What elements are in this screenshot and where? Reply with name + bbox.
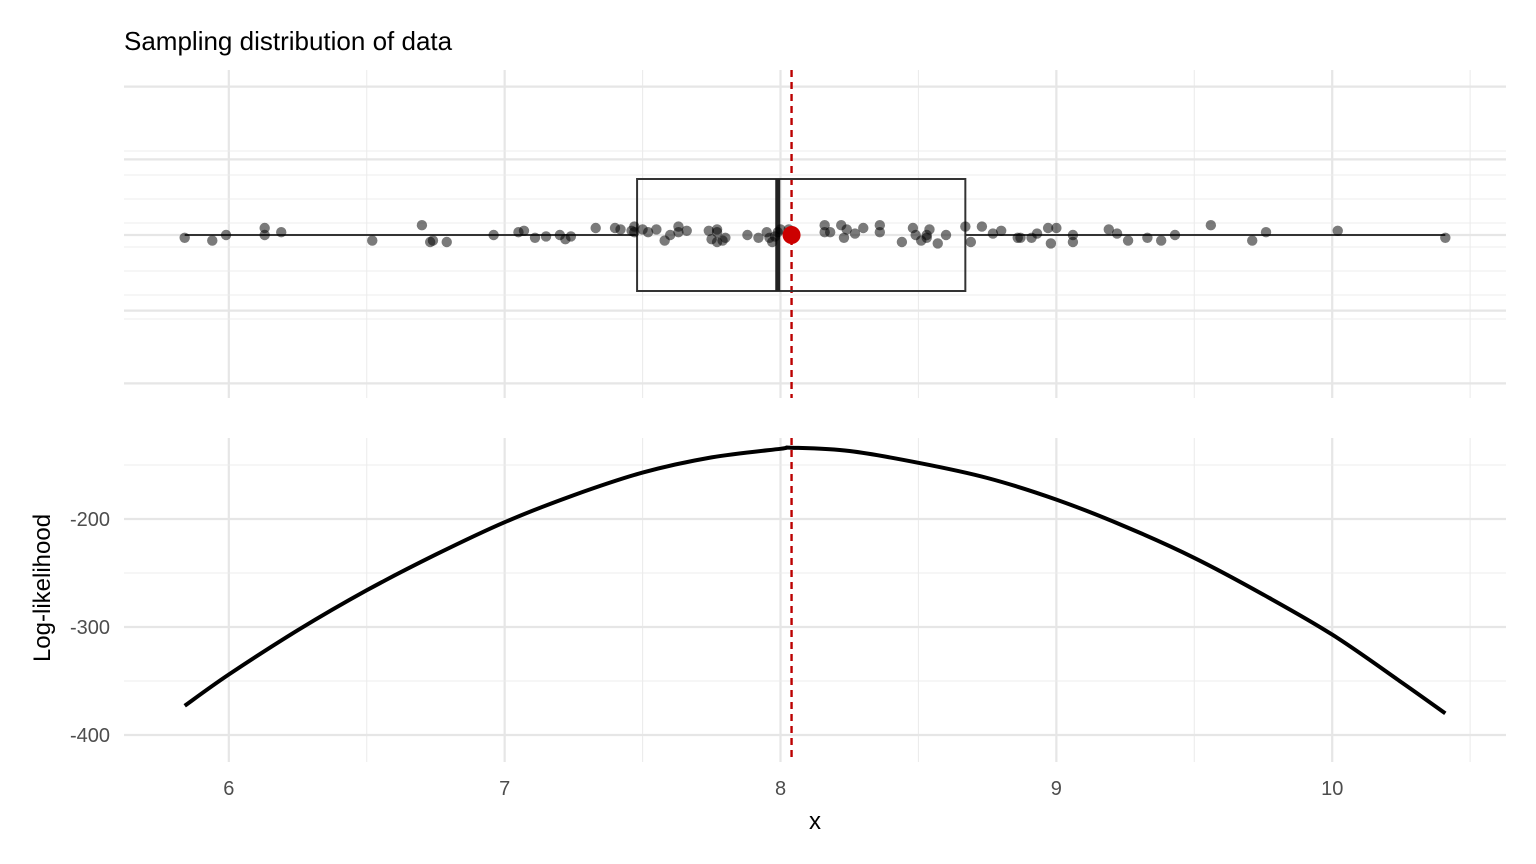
- boxplot-gridlines: [124, 70, 1506, 398]
- data-point: [1111, 228, 1123, 239]
- x-tick-label: 10: [1321, 778, 1343, 800]
- loglik-panel: -200 -300 -400 6 7 8 9 10: [70, 438, 1506, 800]
- data-point: [651, 224, 662, 235]
- y-tick-label: -200: [70, 509, 110, 531]
- x-tick-label: 6: [223, 778, 234, 800]
- data-point: [924, 224, 935, 235]
- data-point: [1169, 229, 1181, 241]
- data-point: [529, 232, 541, 243]
- data-point: [629, 221, 640, 232]
- data-point: [742, 229, 753, 241]
- data-point: [1051, 222, 1062, 234]
- boxplot-panel: [124, 70, 1506, 398]
- data-point: [896, 236, 908, 248]
- data-point: [518, 225, 530, 236]
- x-tick-label: 7: [499, 778, 510, 800]
- data-point: [416, 220, 428, 231]
- data-point: [642, 227, 654, 238]
- data-point: [849, 228, 861, 239]
- data-point: [179, 232, 190, 243]
- data-point: [367, 235, 378, 246]
- y-tick-label: -400: [70, 725, 110, 747]
- x-axis-title: x: [809, 808, 821, 835]
- data-point: [1042, 222, 1054, 234]
- data-point: [673, 227, 684, 238]
- data-point: [488, 229, 499, 241]
- data-point: [1031, 228, 1043, 239]
- data-point: [681, 225, 692, 236]
- data-point: [220, 229, 232, 241]
- data-point: [615, 224, 626, 235]
- data-point: [1067, 236, 1079, 248]
- data-point: [565, 231, 577, 242]
- data-point: [824, 227, 836, 238]
- loglik-line: [183, 445, 1447, 716]
- data-point: [1332, 225, 1343, 236]
- loglik-line-group: [183, 445, 1447, 716]
- data-point: [932, 238, 943, 249]
- x-tick-label: 9: [1051, 778, 1062, 800]
- data-point: [1142, 232, 1153, 243]
- data-point: [995, 225, 1007, 236]
- data-point: [1260, 227, 1272, 238]
- y-axis-title: Log-likelihood: [29, 514, 56, 662]
- data-point: [1247, 235, 1258, 246]
- y-tick-labels: -200 -300 -400: [70, 509, 110, 747]
- data-point: [441, 236, 452, 248]
- data-point: [838, 232, 850, 243]
- data-point: [540, 231, 552, 242]
- data-point: [207, 235, 218, 246]
- data-point: [664, 229, 676, 241]
- data-point: [965, 236, 977, 248]
- data-point: [1045, 238, 1057, 249]
- mean-marker: [782, 226, 801, 244]
- x-tick-label: 8: [775, 778, 786, 800]
- data-point: [259, 229, 270, 241]
- data-point: [960, 221, 971, 232]
- data-point: [987, 228, 999, 239]
- data-point: [874, 220, 886, 231]
- data-point: [841, 224, 852, 235]
- data-point: [1440, 232, 1451, 243]
- data-point: [720, 232, 731, 243]
- data-point: [1155, 235, 1167, 246]
- data-point: [858, 222, 869, 234]
- data-point: [1103, 224, 1114, 235]
- loglik-gridlines: [124, 438, 1506, 762]
- data-point: [753, 232, 764, 243]
- chart-title: Sampling distribution of data: [124, 26, 453, 56]
- jitter-points: [179, 220, 1451, 249]
- data-point: [940, 229, 952, 241]
- data-point: [703, 225, 714, 236]
- data-point: [1122, 235, 1134, 246]
- y-tick-label: -300: [70, 617, 110, 639]
- x-tick-labels: 6 7 8 9 10: [223, 778, 1343, 800]
- data-point: [711, 227, 723, 238]
- data-point: [276, 227, 287, 238]
- data-point: [976, 221, 988, 232]
- data-point: [1015, 232, 1026, 243]
- data-point: [427, 235, 439, 246]
- data-point: [1205, 220, 1217, 231]
- data-point: [590, 222, 601, 234]
- mean-marker-group: [782, 226, 801, 244]
